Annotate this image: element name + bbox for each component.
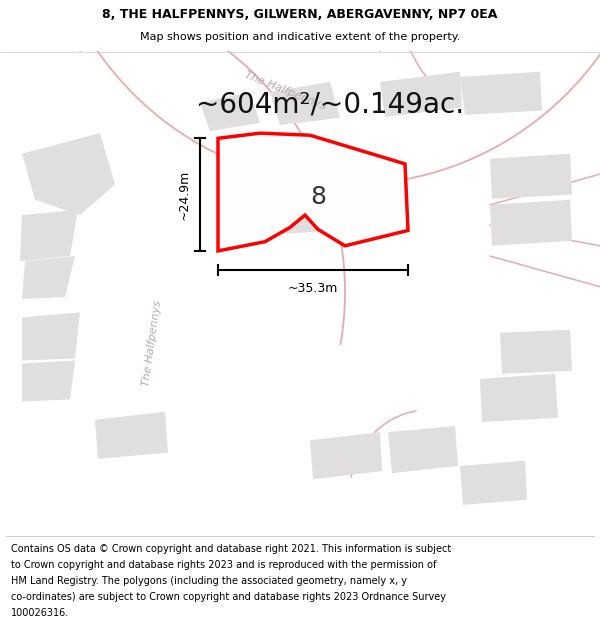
- Text: 8, THE HALFPENNYS, GILWERN, ABERGAVENNY, NP7 0EA: 8, THE HALFPENNYS, GILWERN, ABERGAVENNY,…: [103, 8, 497, 21]
- Polygon shape: [22, 361, 75, 401]
- Polygon shape: [218, 133, 408, 251]
- Polygon shape: [310, 432, 382, 479]
- Polygon shape: [270, 82, 340, 125]
- Text: The Halfpennys: The Halfpennys: [141, 299, 163, 387]
- Polygon shape: [22, 133, 115, 215]
- Text: 100026316.: 100026316.: [11, 608, 69, 618]
- Polygon shape: [388, 426, 458, 473]
- Text: co-ordinates) are subject to Crown copyright and database rights 2023 Ordnance S: co-ordinates) are subject to Crown copyr…: [11, 592, 446, 602]
- Text: ~35.3m: ~35.3m: [288, 282, 338, 295]
- Text: Map shows position and indicative extent of the property.: Map shows position and indicative extent…: [140, 32, 460, 42]
- Polygon shape: [95, 412, 168, 459]
- Polygon shape: [460, 72, 542, 115]
- Text: Contains OS data © Crown copyright and database right 2021. This information is : Contains OS data © Crown copyright and d…: [11, 544, 451, 554]
- Polygon shape: [490, 200, 572, 246]
- Text: 8: 8: [310, 184, 326, 209]
- Polygon shape: [20, 210, 78, 261]
- Text: The Halfpennys: The Halfpennys: [243, 69, 327, 111]
- Polygon shape: [255, 156, 335, 236]
- Polygon shape: [490, 154, 572, 199]
- Polygon shape: [22, 312, 80, 361]
- Text: to Crown copyright and database rights 2023 and is reproduced with the permissio: to Crown copyright and database rights 2…: [11, 560, 436, 570]
- Polygon shape: [380, 72, 462, 117]
- Polygon shape: [500, 330, 572, 374]
- Polygon shape: [460, 461, 527, 505]
- Text: ~24.9m: ~24.9m: [178, 169, 191, 220]
- Text: ~604m²/~0.149ac.: ~604m²/~0.149ac.: [196, 91, 464, 119]
- Polygon shape: [480, 374, 558, 422]
- Polygon shape: [22, 256, 75, 299]
- Polygon shape: [200, 92, 260, 131]
- Text: HM Land Registry. The polygons (including the associated geometry, namely x, y: HM Land Registry. The polygons (includin…: [11, 576, 407, 586]
